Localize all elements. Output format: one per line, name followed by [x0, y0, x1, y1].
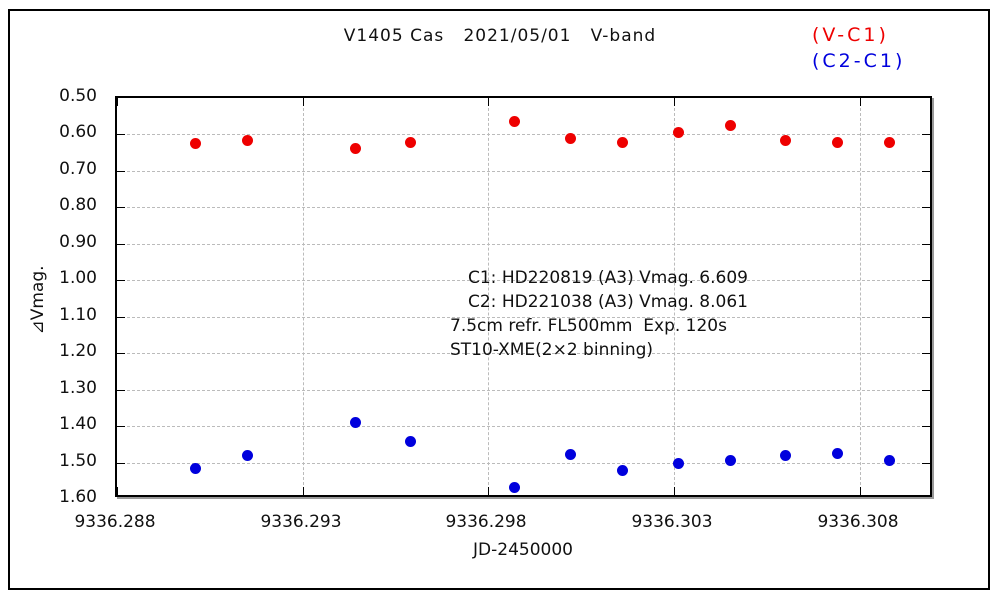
- gridline-vertical: [488, 98, 489, 495]
- y-tick-mark: [117, 353, 125, 354]
- y-tick-label: 0.50: [59, 86, 97, 106]
- y-tick-label: 0.80: [59, 195, 97, 215]
- gridline-horizontal: [117, 134, 930, 135]
- gridline-vertical: [674, 98, 675, 495]
- data-point-v-c1: [350, 143, 361, 154]
- plot-area: [115, 96, 932, 497]
- x-tick-label: 9336.293: [260, 512, 342, 532]
- data-point-v-c1: [242, 135, 253, 146]
- gridline-horizontal: [117, 280, 930, 281]
- x-tick-label: 9336.303: [631, 512, 713, 532]
- data-point-c2-c1: [884, 455, 895, 466]
- annotation-line: ST10-XME(2×2 binning): [450, 340, 654, 360]
- data-point-c2-c1: [350, 417, 361, 428]
- data-point-c2-c1: [509, 482, 520, 493]
- y-tick-mark: [117, 426, 125, 427]
- y-tick-label: 1.50: [59, 451, 97, 471]
- data-point-v-c1: [565, 133, 576, 144]
- y-tick-label: 0.60: [59, 122, 97, 142]
- y-tick-mark: [117, 171, 125, 172]
- data-point-v-c1: [884, 137, 895, 148]
- x-tick-label: 9336.288: [74, 512, 156, 532]
- data-point-c2-c1: [190, 463, 201, 474]
- y-tick-mark: [922, 244, 930, 245]
- y-tick-mark: [922, 171, 930, 172]
- annotation-line: C2: HD221038 (A3) Vmag. 8.061: [468, 292, 748, 312]
- y-tick-mark: [922, 317, 930, 318]
- annotation-line: C1: HD220819 (A3) Vmag. 6.609: [468, 268, 748, 288]
- data-point-c2-c1: [725, 455, 736, 466]
- data-point-c2-c1: [565, 449, 576, 460]
- gridline-horizontal: [117, 171, 930, 172]
- annotation-line: 7.5cm refr. FL500mm Exp. 120s: [450, 316, 727, 336]
- x-tick-label: 9336.298: [445, 512, 527, 532]
- data-point-v-c1: [673, 127, 684, 138]
- gridline-horizontal: [117, 353, 930, 354]
- x-tick-mark: [674, 98, 675, 106]
- y-tick-mark: [922, 463, 930, 464]
- x-tick-mark: [488, 487, 489, 495]
- data-point-v-c1: [832, 137, 843, 148]
- gridline-vertical: [860, 98, 861, 495]
- data-point-c2-c1: [780, 450, 791, 461]
- x-tick-mark: [860, 98, 861, 106]
- y-tick-mark: [922, 426, 930, 427]
- gridline-horizontal: [117, 317, 930, 318]
- y-tick-mark: [117, 463, 125, 464]
- data-point-c2-c1: [673, 458, 684, 469]
- gridline-horizontal: [117, 426, 930, 427]
- gridline-horizontal: [117, 390, 930, 391]
- y-tick-mark: [922, 353, 930, 354]
- gridline-horizontal: [117, 244, 930, 245]
- y-tick-label: 0.90: [59, 232, 97, 252]
- chart-title: V1405 Cas 2021/05/01 V-band: [343, 26, 657, 46]
- data-point-v-c1: [190, 138, 201, 149]
- data-point-c2-c1: [242, 450, 253, 461]
- x-axis-label: JD-2450000: [473, 540, 573, 560]
- data-point-v-c1: [725, 120, 736, 131]
- gridline-horizontal: [117, 463, 930, 464]
- y-tick-label: 1.60: [59, 487, 97, 507]
- x-tick-mark: [303, 98, 304, 106]
- y-tick-mark: [117, 207, 125, 208]
- x-tick-mark: [488, 98, 489, 106]
- y-tick-label: 1.00: [59, 268, 97, 288]
- data-point-v-c1: [405, 137, 416, 148]
- y-tick-label: 1.30: [59, 378, 97, 398]
- data-point-v-c1: [780, 135, 791, 146]
- data-point-c2-c1: [832, 448, 843, 459]
- legend-entry-v-c1: (V-C1): [812, 24, 889, 46]
- legend-entry-c2-c1: (C2-C1): [812, 50, 906, 72]
- x-tick-mark: [117, 487, 118, 495]
- data-point-v-c1: [509, 116, 520, 127]
- annotation-block: C1: HD220819 (A3) Vmag. 6.609 C2: HD2210…: [450, 266, 748, 362]
- data-point-c2-c1: [405, 436, 416, 447]
- y-tick-label: 1.10: [59, 305, 97, 325]
- x-tick-mark: [303, 487, 304, 495]
- gridline-vertical: [303, 98, 304, 495]
- x-tick-mark: [117, 98, 118, 106]
- y-tick-mark: [117, 390, 125, 391]
- y-tick-mark: [922, 280, 930, 281]
- y-tick-label: 1.40: [59, 414, 97, 434]
- gridline-horizontal: [117, 207, 930, 208]
- y-tick-label: 0.70: [59, 159, 97, 179]
- y-tick-label: 1.20: [59, 341, 97, 361]
- legend: (V-C1) (C2-C1): [812, 22, 905, 74]
- figure-border: [8, 9, 990, 590]
- x-tick-mark: [860, 487, 861, 495]
- y-tick-mark: [117, 317, 125, 318]
- data-point-c2-c1: [617, 465, 628, 476]
- y-tick-mark: [117, 244, 125, 245]
- data-point-v-c1: [617, 137, 628, 148]
- y-tick-mark: [922, 390, 930, 391]
- x-tick-mark: [674, 487, 675, 495]
- y-tick-mark: [117, 134, 125, 135]
- y-tick-mark: [922, 134, 930, 135]
- y-tick-mark: [117, 280, 125, 281]
- y-tick-mark: [922, 207, 930, 208]
- x-tick-label: 9336.308: [817, 512, 899, 532]
